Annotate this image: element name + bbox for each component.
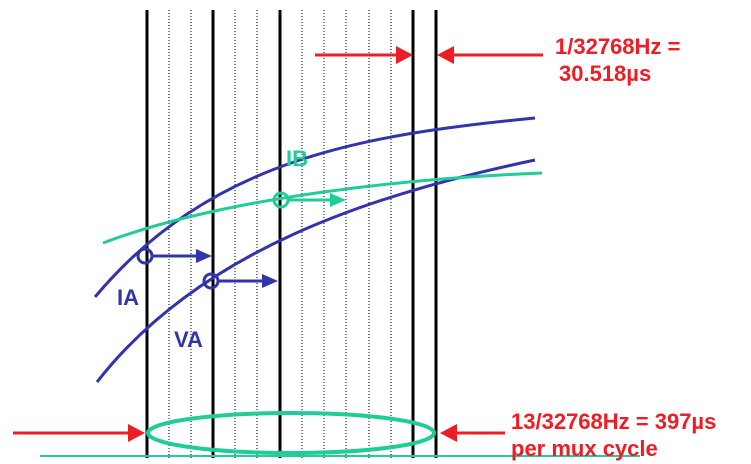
ib-arrowhead-icon xyxy=(330,193,346,207)
mux-cycle-label-line2: per mux cycle xyxy=(511,436,658,461)
sample-grid xyxy=(145,10,438,458)
ib-curve xyxy=(102,171,543,245)
ia-sample-marker xyxy=(136,247,154,265)
mux-arrowhead-right-icon xyxy=(128,424,145,442)
ia-curve xyxy=(93,116,536,298)
sample-period-label-line2: 30.518µs xyxy=(559,61,652,86)
va-arrowhead-icon xyxy=(262,274,278,288)
mux-arrowhead-left-icon xyxy=(440,424,457,442)
period-arrowhead-left-icon xyxy=(437,46,454,64)
ia-arrowhead-icon xyxy=(196,249,212,263)
ia-label: IA xyxy=(117,285,139,310)
ib-label: IB xyxy=(286,146,308,171)
va-label: VA xyxy=(174,327,203,352)
mux-cycle-ellipse xyxy=(146,411,436,455)
sample-period-label-line1: 1/32768Hz = xyxy=(555,34,681,59)
mux-cycle-label-line1: 13/32768Hz = 397µs xyxy=(511,409,717,434)
period-arrowhead-right-icon xyxy=(396,46,413,64)
